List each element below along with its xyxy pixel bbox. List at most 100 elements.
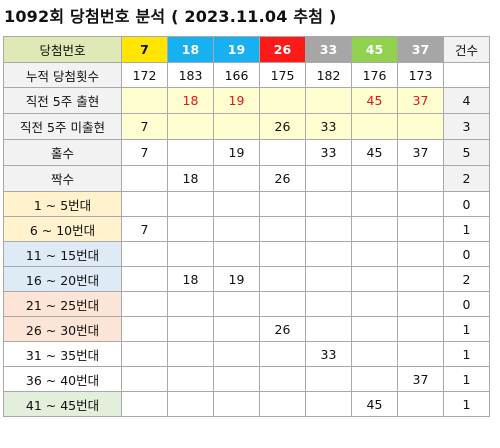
recent-row-label: 직전 5주 출현 bbox=[3, 87, 122, 114]
range-value-2 bbox=[167, 241, 214, 267]
range-value-2 bbox=[167, 391, 214, 417]
range-value-3 bbox=[213, 241, 260, 267]
range-value-4 bbox=[259, 391, 306, 417]
parity-row: 홀수 7 19 33 45 37 5 bbox=[3, 139, 490, 166]
recent-value-4: 26 bbox=[259, 113, 306, 140]
range-value-2 bbox=[167, 191, 214, 217]
recent-value-3: 19 bbox=[213, 87, 260, 114]
range-value-2 bbox=[167, 291, 214, 317]
parity-value-1 bbox=[121, 165, 168, 192]
range-row-label: 31 ~ 35번대 bbox=[3, 341, 122, 367]
parity-value-4 bbox=[259, 139, 306, 166]
range-value-4 bbox=[259, 366, 306, 392]
range-value-5 bbox=[305, 241, 352, 267]
range-value-6 bbox=[351, 216, 398, 242]
range-value-7 bbox=[397, 216, 444, 242]
parity-value-6 bbox=[351, 165, 398, 192]
range-value-1 bbox=[121, 391, 168, 417]
parity-row-label: 홀수 bbox=[3, 139, 122, 166]
analysis-table: 당첨번호 7 18 19 26 33 45 37 건수 누적 당첨횟수 172 183 166 175 18… bbox=[3, 36, 490, 417]
range-value-4 bbox=[259, 216, 306, 242]
range-value-5 bbox=[305, 216, 352, 242]
range-value-6 bbox=[351, 316, 398, 342]
parity-count: 5 bbox=[443, 139, 490, 166]
winning-number-1: 7 bbox=[121, 36, 168, 63]
recent-value-1: 7 bbox=[121, 113, 168, 140]
range-value-3 bbox=[213, 216, 260, 242]
cumulative-value-2: 183 bbox=[167, 62, 214, 88]
analysis-table-body: 당첨번호 7 18 19 26 33 45 37 건수 누적 당첨횟수 172 183 166 175 18… bbox=[3, 36, 490, 417]
parity-value-5: 33 bbox=[305, 139, 352, 166]
parity-value-7: 37 bbox=[397, 139, 444, 166]
parity-count: 2 bbox=[443, 165, 490, 192]
count-header-cell: 건수 bbox=[443, 36, 490, 63]
range-value-5 bbox=[305, 366, 352, 392]
range-value-1 bbox=[121, 366, 168, 392]
range-row-label: 41 ~ 45번대 bbox=[3, 391, 122, 417]
cumulative-count-blank bbox=[443, 62, 490, 88]
range-value-7 bbox=[397, 341, 444, 367]
cumulative-value-1: 172 bbox=[121, 62, 168, 88]
range-row: 1 ~ 5번대 0 bbox=[3, 191, 490, 217]
parity-value-6: 45 bbox=[351, 139, 398, 166]
range-value-7 bbox=[397, 391, 444, 417]
range-value-4: 26 bbox=[259, 316, 306, 342]
parity-row: 짝수 18 26 2 bbox=[3, 165, 490, 192]
recent-value-3 bbox=[213, 113, 260, 140]
range-value-6 bbox=[351, 266, 398, 292]
range-row: 16 ~ 20번대 18 19 2 bbox=[3, 266, 490, 292]
range-value-3 bbox=[213, 291, 260, 317]
range-count: 1 bbox=[443, 341, 490, 367]
recent-value-5 bbox=[305, 87, 352, 114]
range-value-1 bbox=[121, 266, 168, 292]
cumulative-row: 누적 당첨횟수 172 183 166 175 182 176 173 bbox=[3, 62, 490, 88]
range-value-4 bbox=[259, 341, 306, 367]
header-row: 당첨번호 7 18 19 26 33 45 37 건수 bbox=[3, 36, 490, 63]
parity-value-4: 26 bbox=[259, 165, 306, 192]
parity-row-label: 짝수 bbox=[3, 165, 122, 192]
range-value-2 bbox=[167, 341, 214, 367]
range-count: 0 bbox=[443, 191, 490, 217]
range-value-7 bbox=[397, 241, 444, 267]
range-value-5 bbox=[305, 391, 352, 417]
range-row: 6 ~ 10번대 7 1 bbox=[3, 216, 490, 242]
range-value-2: 18 bbox=[167, 266, 214, 292]
parity-value-7 bbox=[397, 165, 444, 192]
range-value-3 bbox=[213, 316, 260, 342]
range-count: 1 bbox=[443, 366, 490, 392]
range-value-6 bbox=[351, 191, 398, 217]
recent-value-4 bbox=[259, 87, 306, 114]
parity-value-1: 7 bbox=[121, 139, 168, 166]
range-row: 31 ~ 35번대 33 1 bbox=[3, 341, 490, 367]
range-value-1 bbox=[121, 191, 168, 217]
range-value-4 bbox=[259, 241, 306, 267]
range-value-4 bbox=[259, 266, 306, 292]
parity-value-3 bbox=[213, 165, 260, 192]
range-value-1 bbox=[121, 291, 168, 317]
winning-number-7: 37 bbox=[397, 36, 444, 63]
recent-value-1 bbox=[121, 87, 168, 114]
range-value-5 bbox=[305, 316, 352, 342]
range-row-label: 26 ~ 30번대 bbox=[3, 316, 122, 342]
range-value-6 bbox=[351, 291, 398, 317]
range-value-6 bbox=[351, 241, 398, 267]
range-value-1: 7 bbox=[121, 216, 168, 242]
range-row: 26 ~ 30번대 26 1 bbox=[3, 316, 490, 342]
recent-row: 직전 5주 미출현 7 26 33 3 bbox=[3, 113, 490, 140]
range-row-label: 11 ~ 15번대 bbox=[3, 241, 122, 267]
winning-number-3: 19 bbox=[213, 36, 260, 63]
recent-count: 4 bbox=[443, 87, 490, 114]
cumulative-value-6: 176 bbox=[351, 62, 398, 88]
range-value-1 bbox=[121, 241, 168, 267]
winning-number-5: 33 bbox=[305, 36, 352, 63]
range-value-6: 45 bbox=[351, 391, 398, 417]
recent-value-5: 33 bbox=[305, 113, 352, 140]
range-value-1 bbox=[121, 316, 168, 342]
range-row-label: 6 ~ 10번대 bbox=[3, 216, 122, 242]
range-value-7 bbox=[397, 291, 444, 317]
range-row-label: 21 ~ 25번대 bbox=[3, 291, 122, 317]
range-value-3 bbox=[213, 391, 260, 417]
recent-value-2: 18 bbox=[167, 87, 214, 114]
range-value-5 bbox=[305, 291, 352, 317]
winning-number-6: 45 bbox=[351, 36, 398, 63]
